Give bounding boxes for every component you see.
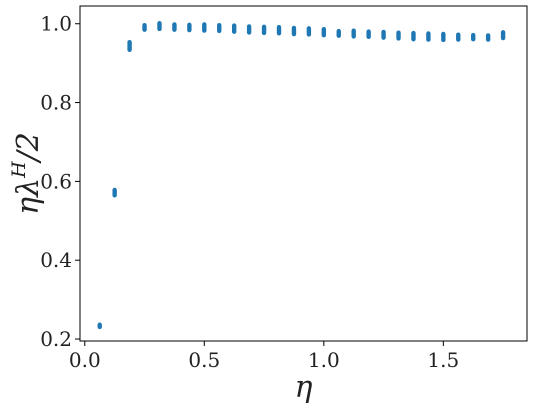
data-point xyxy=(127,39,132,53)
data-point xyxy=(471,32,476,42)
data-point xyxy=(231,23,237,34)
y-axis-label: ηλH/2 xyxy=(8,132,46,215)
x-tick-label: 0.5 xyxy=(188,348,220,372)
data-series xyxy=(97,21,506,330)
y-axis-label-base: ηλ xyxy=(11,178,46,215)
y-tick-label: 0.2 xyxy=(40,327,72,351)
data-point xyxy=(306,26,312,37)
plot-area xyxy=(80,6,527,341)
x-axis-label: η xyxy=(295,370,313,405)
y-axis-label-sup: H xyxy=(8,161,30,179)
data-point xyxy=(426,31,431,42)
data-point xyxy=(157,21,162,32)
data-point xyxy=(217,23,222,34)
data-point xyxy=(366,29,371,40)
data-point xyxy=(411,30,416,42)
y-tick-label: 1.0 xyxy=(40,12,72,36)
x-axis: 0.0 0.5 1.0 1.5 xyxy=(69,341,459,372)
data-point xyxy=(172,22,177,32)
data-point xyxy=(142,23,147,32)
x-tick-label: 1.5 xyxy=(427,348,459,372)
data-point xyxy=(97,322,102,330)
data-point xyxy=(485,33,491,42)
data-point xyxy=(321,26,327,38)
data-point xyxy=(456,32,461,42)
data-point xyxy=(112,187,117,198)
data-point xyxy=(246,24,252,35)
data-point xyxy=(276,24,282,36)
x-tick-label: 0.0 xyxy=(69,348,101,372)
data-point xyxy=(291,25,297,37)
plot-frame xyxy=(79,5,528,342)
data-point xyxy=(187,22,192,33)
y-axis-label-suffix: /2 xyxy=(11,132,46,164)
y-axis: 0.2 0.4 0.6 0.8 1.0 xyxy=(40,12,80,351)
data-point xyxy=(261,24,267,36)
data-point xyxy=(381,29,386,40)
data-point xyxy=(441,31,446,43)
data-point xyxy=(500,30,506,41)
y-tick-label: 0.6 xyxy=(40,169,72,193)
data-point xyxy=(396,30,401,41)
data-point xyxy=(351,28,356,39)
y-tick-label: 0.4 xyxy=(40,248,72,272)
data-point xyxy=(336,28,341,38)
data-point xyxy=(202,22,207,33)
y-tick-label: 0.8 xyxy=(40,91,72,115)
x-tick-label: 1.0 xyxy=(308,348,340,372)
